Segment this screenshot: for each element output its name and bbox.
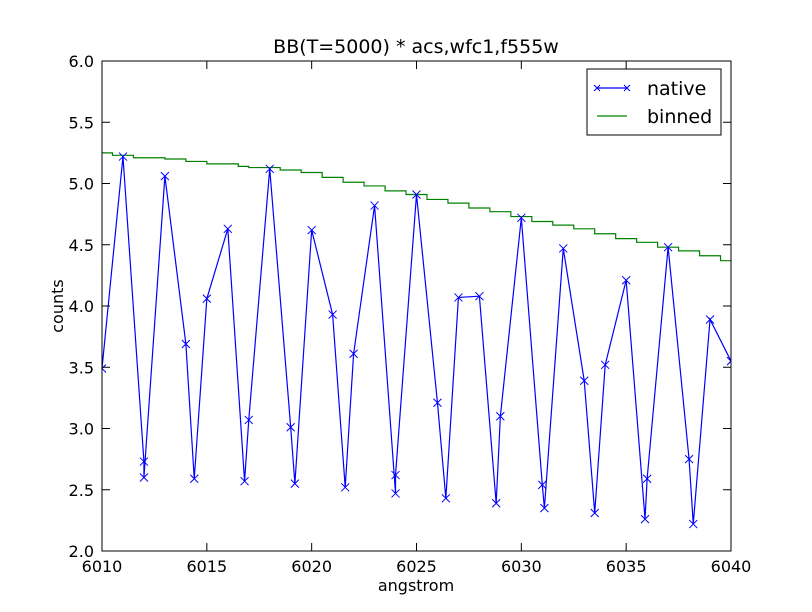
chart-title: BB(T=5000) * acs,wfc1,f555w	[273, 36, 559, 58]
native-point	[537, 480, 547, 490]
native-point	[684, 454, 694, 464]
binned-step-line	[102, 152, 731, 262]
x-tick-label: 6025	[396, 557, 437, 576]
native-point	[663, 242, 673, 252]
native-point	[189, 474, 199, 484]
legend-native-label: native	[647, 78, 706, 100]
y-tick-label: 5.0	[69, 175, 94, 194]
native-point	[160, 171, 170, 181]
native-point	[349, 349, 358, 359]
x-tick-label: 6015	[186, 557, 227, 576]
x-tick-label: 6030	[501, 557, 542, 576]
y-tick-label: 5.5	[69, 113, 94, 132]
native-point	[102, 364, 107, 373]
x-axis-label: angstrom	[378, 576, 454, 595]
native-point	[412, 190, 421, 199]
legend-native-marker	[593, 84, 631, 92]
native-point	[600, 360, 610, 370]
native-point	[491, 498, 501, 508]
native-point	[441, 493, 451, 503]
native-point	[240, 476, 249, 486]
x-tick-label: 6035	[606, 557, 647, 576]
plot-area	[102, 152, 731, 529]
y-tick-label: 3.5	[69, 358, 94, 377]
y-tick-label: 4.5	[69, 236, 94, 255]
y-tick-label: 6.0	[69, 52, 94, 71]
legend-box	[586, 68, 722, 136]
x-tick-label: 6040	[711, 557, 752, 576]
native-point	[705, 315, 715, 324]
native-point	[265, 164, 275, 174]
native-point	[244, 415, 254, 425]
y-tick-label: 2.5	[69, 481, 94, 500]
native-point	[516, 213, 526, 223]
binned-series	[102, 152, 731, 262]
native-point	[433, 398, 442, 408]
y-tick-label: 2.0	[69, 542, 94, 561]
native-point	[391, 489, 400, 498]
native-point	[223, 224, 233, 234]
native-point	[139, 457, 149, 466]
native-point	[139, 473, 149, 482]
native-point	[640, 514, 650, 524]
y-tick-label: 3.0	[69, 420, 94, 439]
native-point	[118, 152, 128, 161]
native-point	[307, 225, 317, 235]
native-point	[328, 310, 337, 319]
x-tick-label: 6020	[291, 557, 332, 576]
native-point	[181, 339, 191, 349]
native-point	[290, 479, 300, 488]
y-axis-label: counts	[48, 279, 67, 332]
native-point	[475, 291, 484, 301]
y-tick-label: 4.0	[69, 297, 94, 316]
native-point	[454, 293, 463, 302]
native-point	[688, 519, 698, 529]
legend-binned-label: binned	[647, 106, 712, 128]
native-point	[558, 244, 568, 253]
native-point	[642, 474, 652, 484]
native-point	[621, 275, 631, 285]
native-series	[102, 152, 731, 529]
native-point	[286, 422, 296, 432]
x-tick-label: 6010	[82, 557, 123, 576]
native-point	[590, 508, 600, 518]
native-point	[540, 503, 549, 513]
native-point	[370, 201, 379, 210]
native-point	[496, 411, 505, 421]
native-point	[579, 376, 589, 386]
legend: native binned	[586, 68, 722, 136]
native-point	[391, 470, 400, 480]
native-point	[340, 482, 350, 492]
native-point	[202, 294, 212, 304]
axis-ticks: 6010 6015 6020 6025 6030 6035 6040 2.0 2.5 3.0 3.5…	[69, 52, 752, 576]
native-point	[726, 356, 731, 366]
